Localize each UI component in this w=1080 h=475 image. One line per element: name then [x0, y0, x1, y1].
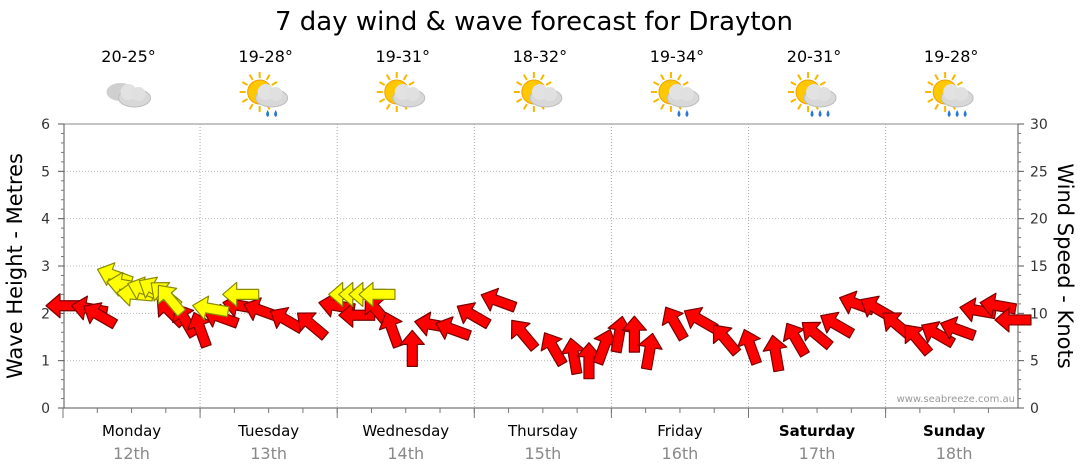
wind-arrow [782, 322, 810, 358]
day-temperature: 19-28° [924, 47, 979, 66]
day-name: Monday [102, 422, 161, 440]
sun-cloud-icon [376, 72, 426, 112]
sun-cloud-storm-icon [925, 72, 974, 117]
left-tick-label: 2 [41, 306, 50, 322]
day-date: 12th [113, 444, 150, 463]
wind-arrow [399, 329, 425, 367]
wave-height-axis: 0 1 2 3 4 5 6 [41, 117, 65, 417]
watermark: www.seabreeze.com.au [897, 394, 1015, 405]
right-tick-label: 10 [1030, 306, 1048, 322]
y2-axis-label: Wind Speed - Knots [1053, 163, 1077, 368]
day-name: Friday [657, 422, 703, 440]
wind-series [45, 287, 1032, 380]
wave-series [96, 262, 396, 321]
wave-arrow [358, 281, 396, 307]
day-date: 15th [524, 444, 561, 463]
left-tick-label: 0 [41, 401, 50, 417]
sun-cloud-rain-icon [650, 72, 700, 117]
wind-arrow [939, 316, 977, 341]
left-tick-label: 4 [41, 212, 50, 228]
right-tick-label: 20 [1030, 212, 1048, 228]
right-tick-label: 30 [1030, 117, 1048, 133]
wave-arrow [192, 295, 230, 321]
wind-arrow [480, 287, 518, 313]
wave-arrow [222, 281, 260, 307]
wind-arrow [801, 321, 834, 351]
day-name: Thursday [507, 422, 578, 440]
wind-arrow [921, 321, 956, 349]
wind-arrow [560, 337, 586, 376]
day-temperature: 20-31° [787, 47, 842, 66]
wind-arrow [661, 306, 689, 342]
wave-arrow [157, 284, 187, 317]
chart-grid [63, 123, 1019, 409]
right-tick-label: 5 [1030, 354, 1039, 370]
wind-arrow [83, 302, 119, 330]
day-name: Tuesday [237, 422, 299, 440]
day-date: 18th [936, 444, 973, 463]
wind-arrow [296, 312, 329, 341]
weather-icons [106, 72, 974, 117]
left-tick-label: 6 [41, 117, 50, 133]
wind-arrow [683, 306, 719, 334]
day-temperature: 19-34° [650, 47, 705, 66]
day-temperature: 19-31° [376, 47, 431, 66]
day-date: 17th [799, 444, 836, 463]
left-tick-label: 3 [41, 259, 50, 275]
left-tick-label: 5 [41, 164, 50, 180]
sun-cloud-storm-icon [788, 72, 837, 117]
wind-arrow [904, 324, 934, 357]
day-name: Saturday [779, 422, 856, 440]
cloudy-icon [106, 83, 152, 108]
wind-arrow [435, 316, 472, 341]
wind-arrow [994, 307, 1032, 333]
left-tick-label: 1 [41, 354, 50, 370]
day-date: 14th [387, 444, 424, 463]
wind-arrow [456, 302, 492, 330]
wind-arrow [621, 315, 647, 353]
day-date: 13th [250, 444, 287, 463]
wind-arrow [378, 311, 404, 349]
wind-arrow [820, 311, 855, 339]
day-temperature: 18-32° [513, 47, 568, 66]
wind-arrow [540, 332, 568, 368]
day-temperature: 20-25° [101, 47, 156, 66]
wind-arrow [576, 342, 602, 380]
wind-speed-axis: 0 5 10 15 20 25 30 [1017, 117, 1048, 417]
right-tick-label: 0 [1030, 401, 1039, 417]
right-tick-label: 15 [1030, 259, 1048, 275]
chart-title: 7 day wind & wave forecast for Drayton [275, 7, 793, 37]
day-name: Wednesday [362, 422, 449, 440]
wind-arrow [737, 328, 762, 366]
right-tick-label: 25 [1030, 164, 1048, 180]
day-temperature: 19-28° [238, 47, 293, 66]
day-labels: Monday 12th Tuesday 13th Wednesday 14th Thursd… [62, 407, 1018, 463]
wind-arrow [762, 334, 788, 373]
y-axis-label: Wave Height - Metres [3, 153, 27, 379]
day-name: Sunday [923, 422, 986, 440]
wind-arrow [510, 319, 540, 352]
sun-cloud-icon [513, 72, 563, 112]
day-date: 16th [662, 444, 699, 463]
daily-temperatures: 20-25° 19-28° 19-31° 18-32° 19-34° 20-31° 19-2… [101, 47, 978, 66]
wind-arrow [637, 332, 663, 371]
sun-cloud-rain-icon [239, 72, 289, 117]
